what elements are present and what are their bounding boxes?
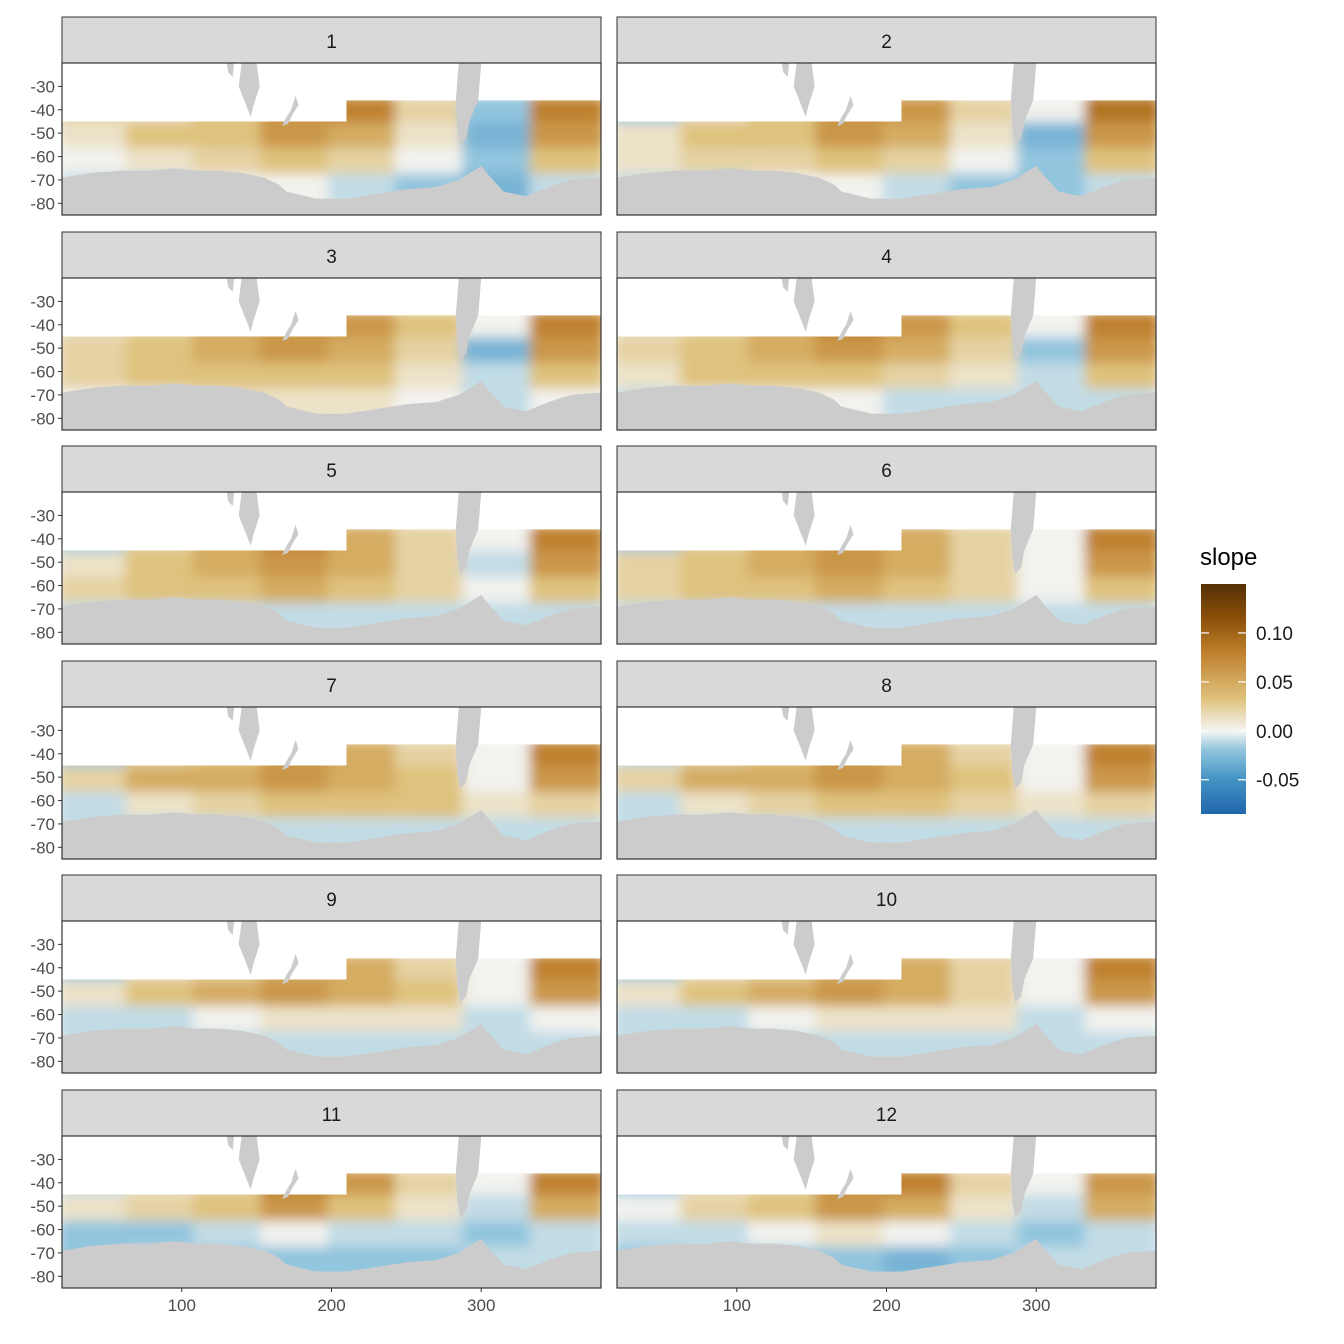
x-tick-label: 100 <box>168 1296 196 1315</box>
y-tick-label: -60 <box>30 577 55 596</box>
y-tick-label: -70 <box>30 1244 55 1263</box>
legend-tick-label: 0.00 <box>1256 722 1293 743</box>
facet-strip-label: 8 <box>881 676 892 697</box>
y-tick-label: -60 <box>30 1221 55 1240</box>
facet-panel-10: 10 <box>613 875 1160 1085</box>
y-tick-label: -60 <box>30 148 55 167</box>
x-tick-label: 200 <box>317 1296 345 1315</box>
y-tick-label: -70 <box>30 1029 55 1048</box>
facet-panel-6: 6 <box>613 446 1160 656</box>
facet-strip-label: 5 <box>326 461 337 482</box>
x-tick-label: 100 <box>723 1296 751 1315</box>
y-tick-label: -50 <box>30 982 55 1001</box>
x-tick-label: 300 <box>1022 1296 1050 1315</box>
x-tick-label: 200 <box>872 1296 900 1315</box>
facet-panel-5: 5 -30 -40 -50 -60 -70 -80 <box>30 446 605 656</box>
y-tick-label: -50 <box>30 124 55 143</box>
y-tick-label: -50 <box>30 339 55 358</box>
y-tick-label: -40 <box>30 745 55 764</box>
facet-panel-8: 8 <box>613 661 1160 871</box>
y-tick-label: -70 <box>30 171 55 190</box>
y-tick-label: -30 <box>30 292 55 311</box>
facet-strip-label: 2 <box>881 32 892 53</box>
y-tick-label: -60 <box>30 1006 55 1025</box>
facet-panel-2: 2 <box>613 17 1160 227</box>
y-tick-label: -30 <box>30 721 55 740</box>
y-tick-label: -40 <box>30 959 55 978</box>
facet-panel-12: 12 100 200 300 <box>613 1090 1160 1315</box>
y-tick-label: -80 <box>30 838 55 857</box>
y-tick-label: -60 <box>30 363 55 382</box>
facet-panel-9: 9 -30 -40 -50 -60 -70 -80 <box>30 875 605 1085</box>
y-tick-label: -60 <box>30 792 55 811</box>
y-tick-label: -70 <box>30 600 55 619</box>
y-tick-label: -80 <box>30 1052 55 1071</box>
x-tick-label: 300 <box>467 1296 495 1315</box>
facet-strip-label: 10 <box>876 890 897 911</box>
legend-title: slope <box>1200 544 1257 571</box>
y-tick-label: -70 <box>30 815 55 834</box>
facet-strip-label: 1 <box>326 32 337 53</box>
y-tick-label: -80 <box>30 194 55 213</box>
facet-panel-7: 7 -30 -40 -50 -60 -70 -80 <box>30 661 605 871</box>
facet-strip-label: 12 <box>876 1105 897 1126</box>
y-tick-label: -30 <box>30 506 55 525</box>
slope-legend: slope 0.10 0.05 0.00 -0.05 <box>1200 544 1299 814</box>
facet-panel-3: 3 -30 -40 -50 -60 -70 -80 <box>30 232 605 442</box>
y-tick-label: -80 <box>30 1267 55 1286</box>
y-tick-label: -50 <box>30 1197 55 1216</box>
legend-tick-label: 0.10 <box>1256 624 1293 645</box>
y-tick-label: -80 <box>30 409 55 428</box>
facet-panel-11: 11 -30 -40 -50 -60 -70 -80 100 200 300 <box>30 1090 605 1315</box>
y-tick-label: -30 <box>30 935 55 954</box>
y-tick-label: -30 <box>30 1150 55 1169</box>
facet-strip-label: 9 <box>326 890 337 911</box>
facet-panel-1: 1 -30 -40 -50 -60 -70 -80 <box>30 17 605 227</box>
facet-strip-label: 4 <box>881 247 892 268</box>
y-tick-label: -70 <box>30 386 55 405</box>
y-tick-label: -40 <box>30 1174 55 1193</box>
facet-strip-label: 11 <box>322 1105 342 1126</box>
y-tick-label: -40 <box>30 316 55 335</box>
facet-strip-label: 3 <box>326 247 337 268</box>
facet-strip-label: 7 <box>326 676 337 697</box>
y-tick-label: -30 <box>30 77 55 96</box>
y-tick-label: -40 <box>30 530 55 549</box>
facet-panels: 1 -30 -40 -50 -60 -70 -80 2 3 -30 -40 -50 -60 -70 -80 4… <box>30 17 1160 1315</box>
y-tick-label: -50 <box>30 553 55 572</box>
y-tick-label: -80 <box>30 623 55 642</box>
facet-strip-label: 6 <box>881 461 892 482</box>
y-tick-label: -40 <box>30 101 55 120</box>
legend-tick-label: -0.05 <box>1256 771 1299 792</box>
facet-panel-4: 4 <box>613 232 1160 442</box>
legend-tick-label: 0.05 <box>1256 673 1293 694</box>
y-tick-label: -50 <box>30 768 55 787</box>
